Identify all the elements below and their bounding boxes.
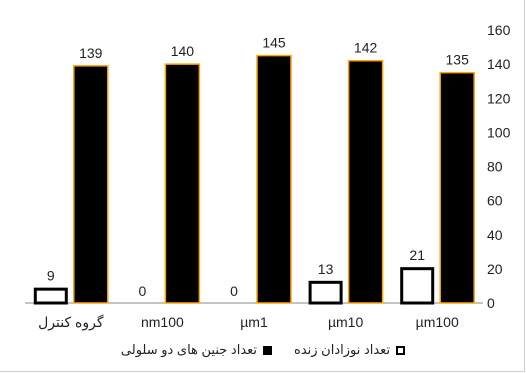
data-label-two-cell-embryos: 139 [79, 45, 103, 61]
data-label-live-offspring: 0 [139, 283, 147, 299]
x-tick-label: µm10 [328, 314, 364, 330]
bar-two-cell-embryos [73, 65, 109, 304]
y-tick-label: 40 [487, 227, 503, 243]
y-tick-label: 0 [487, 295, 495, 311]
bar-chart: 0 20 40 60 80 100 120 140 160 9 139 گروه کنترل 0 140 n… [25, 22, 511, 331]
data-label-two-cell-embryos: 140 [171, 43, 195, 59]
y-tick-label: 120 [487, 90, 511, 106]
legend-label-live-offspring: تعداد نوزادان زنده [294, 342, 391, 357]
bar-live-offspring [33, 287, 68, 305]
y-tick-label: 20 [487, 261, 503, 277]
legend-swatch-two-cell-embryos [263, 345, 273, 355]
legend-item-live-offspring: تعداد نوزادان زنده [294, 342, 406, 358]
data-label-two-cell-embryos: 135 [446, 52, 470, 68]
x-tick-label: µm100 [416, 314, 459, 330]
y-tick-label: 140 [487, 56, 511, 72]
bar-two-cell-embryos [439, 71, 475, 304]
data-label-live-offspring: 9 [47, 268, 55, 284]
y-tick-label: 160 [487, 22, 511, 38]
y-tick-label: 60 [487, 193, 503, 209]
bar-two-cell-embryos [164, 63, 201, 304]
data-label-live-offspring: 0 [230, 283, 238, 299]
legend: تعداد نوزادان زنده تعداد جنین های دو سلو… [0, 342, 526, 358]
plot-area: 0 20 40 60 80 100 120 140 160 9 139 گروه کنترل 0 140 n… [25, 22, 511, 331]
y-tick-label: 80 [487, 159, 503, 175]
legend-swatch-live-offspring [396, 345, 406, 355]
legend-label-two-cell-embryos: تعداد جنین های دو سلولی [120, 342, 258, 357]
bar-two-cell-embryos [256, 54, 292, 304]
data-label-live-offspring: 13 [318, 261, 334, 277]
x-tick-label: µm1 [240, 314, 268, 330]
data-label-live-offspring: 21 [409, 247, 425, 263]
data-label-two-cell-embryos: 142 [354, 40, 378, 56]
bar-live-offspring [400, 267, 435, 305]
bar-two-cell-embryos [347, 59, 384, 304]
bar-live-offspring [308, 280, 343, 305]
x-tick-label: nm100 [141, 314, 184, 330]
legend-item-two-cell-embryos: تعداد جنین های دو سلولی [120, 342, 273, 358]
y-tick-label: 100 [487, 124, 511, 140]
x-tick-label: گروه کنترل [38, 314, 104, 331]
data-label-two-cell-embryos: 145 [262, 35, 286, 51]
